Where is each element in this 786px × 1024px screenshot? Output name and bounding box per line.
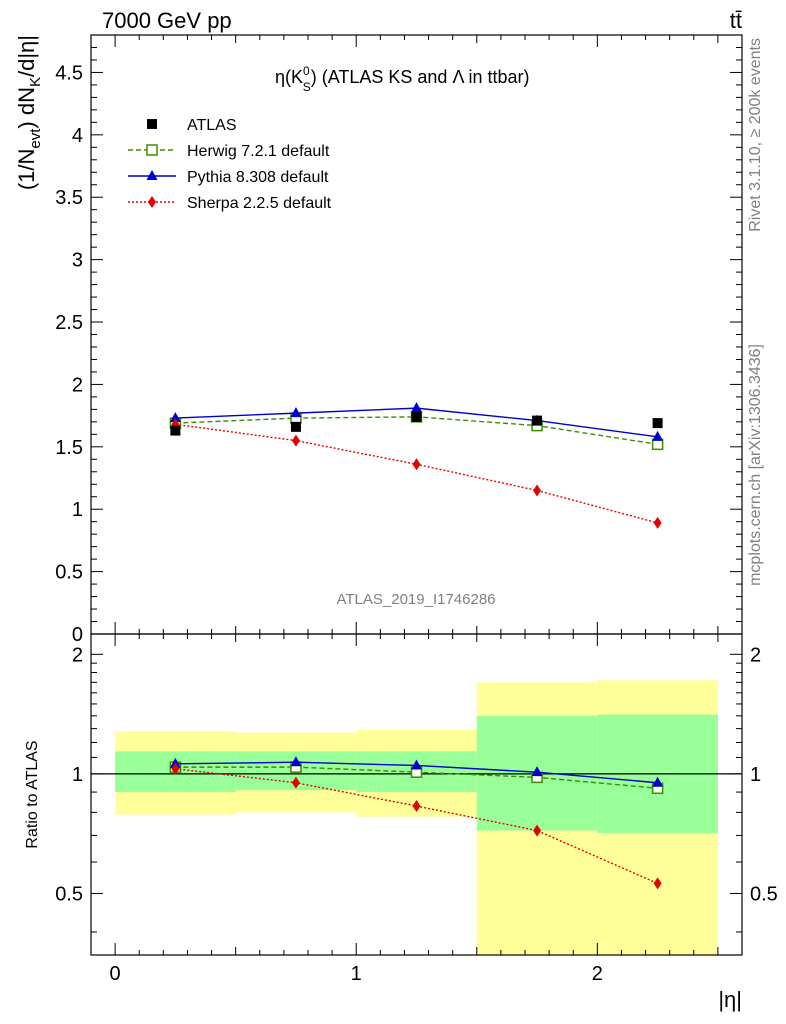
legend-label: Herwig 7.2.1 default <box>187 143 330 160</box>
x-axis-label: |η| <box>718 987 742 1012</box>
ratio-data-point <box>290 756 302 767</box>
legend-marker <box>147 119 157 129</box>
ratio-data-point <box>653 877 662 890</box>
ratio-panel: 0.5 0.5 1 1 2 2 0 1 2 Ratio to ATLAS |η| <box>24 633 778 1012</box>
process-label: tt̄ <box>730 8 742 33</box>
y-tick-label: 1 <box>72 499 83 521</box>
ratio-frame <box>90 633 743 956</box>
x-tick-label: 1 <box>351 963 362 985</box>
x-tick-label: 0 <box>110 963 121 985</box>
y-axis-label: (1/Nevt) dNK/d|η| <box>14 35 44 190</box>
main-panel: 0 0.5 1 1.5 2 2.5 3 3.5 4 4.5 (1/Nevt) dNK/d|η| η(K… <box>14 34 743 646</box>
y-tick-label: 3.5 <box>55 187 83 209</box>
legend-label: ATLAS <box>187 117 237 134</box>
y-tick-label: 0 <box>72 624 83 646</box>
energy-label: 7000 GeV pp <box>102 8 232 33</box>
ratio-data-point <box>652 776 664 787</box>
ratio-data-point <box>171 762 180 775</box>
y-tick-label: 2 <box>72 374 83 396</box>
data-point <box>411 402 422 413</box>
y-tick-label: 0.5 <box>55 562 83 584</box>
y-tick-label: 4.5 <box>55 62 83 84</box>
x-tick-label: 2 <box>592 963 603 985</box>
ratio-data-point <box>412 800 421 813</box>
ratio-data-point <box>531 766 543 777</box>
y-tick-label: 2.5 <box>55 312 83 334</box>
data-point <box>532 415 543 426</box>
legend-marker <box>148 196 156 208</box>
data-point <box>411 411 422 422</box>
y-tick-label: 1.5 <box>55 437 83 459</box>
y-tick-label-right: 2 <box>750 644 761 666</box>
data-point <box>653 516 662 529</box>
data-point <box>652 418 663 429</box>
data-point <box>533 484 542 497</box>
y-tick-label: 3 <box>72 250 83 272</box>
legend-marker <box>146 170 158 180</box>
y-tick-label: 2 <box>72 644 83 666</box>
rivet-label: Rivet 3.1.10, ≥ 200k events <box>747 38 764 232</box>
data-point <box>290 421 301 432</box>
chart-title: η(K0 S) (ATLAS KS and Λ in ttbar) <box>275 64 530 94</box>
data-point <box>169 412 181 423</box>
series-line <box>175 423 658 524</box>
y-tick-label-right: 1 <box>750 764 761 786</box>
data-point <box>170 425 181 436</box>
y-tick-label: 1 <box>72 764 83 786</box>
ratio-data-point <box>411 759 422 770</box>
analysis-tag: ATLAS_2019_I1746286 <box>336 591 495 608</box>
data-point <box>412 458 421 471</box>
data-point <box>652 430 664 441</box>
y-tick-label: 0.5 <box>55 883 83 905</box>
data-point <box>290 407 302 418</box>
mcplots-label: mcplots.cern.ch [arXiv:1306.3436] <box>747 344 764 586</box>
legend-label: Pythia 8.308 default <box>187 169 329 186</box>
legend-label: Sherpa 2.2.5 default <box>187 195 332 212</box>
y-tick-label: 4 <box>72 125 83 147</box>
ratio-data-point <box>291 776 300 789</box>
data-point <box>291 434 300 447</box>
y-tick-label-right: 0.5 <box>750 883 778 905</box>
ratio-data-point <box>533 824 542 837</box>
legend-marker <box>146 144 158 156</box>
ratio-y-axis-label: Ratio to ATLAS <box>24 740 41 848</box>
